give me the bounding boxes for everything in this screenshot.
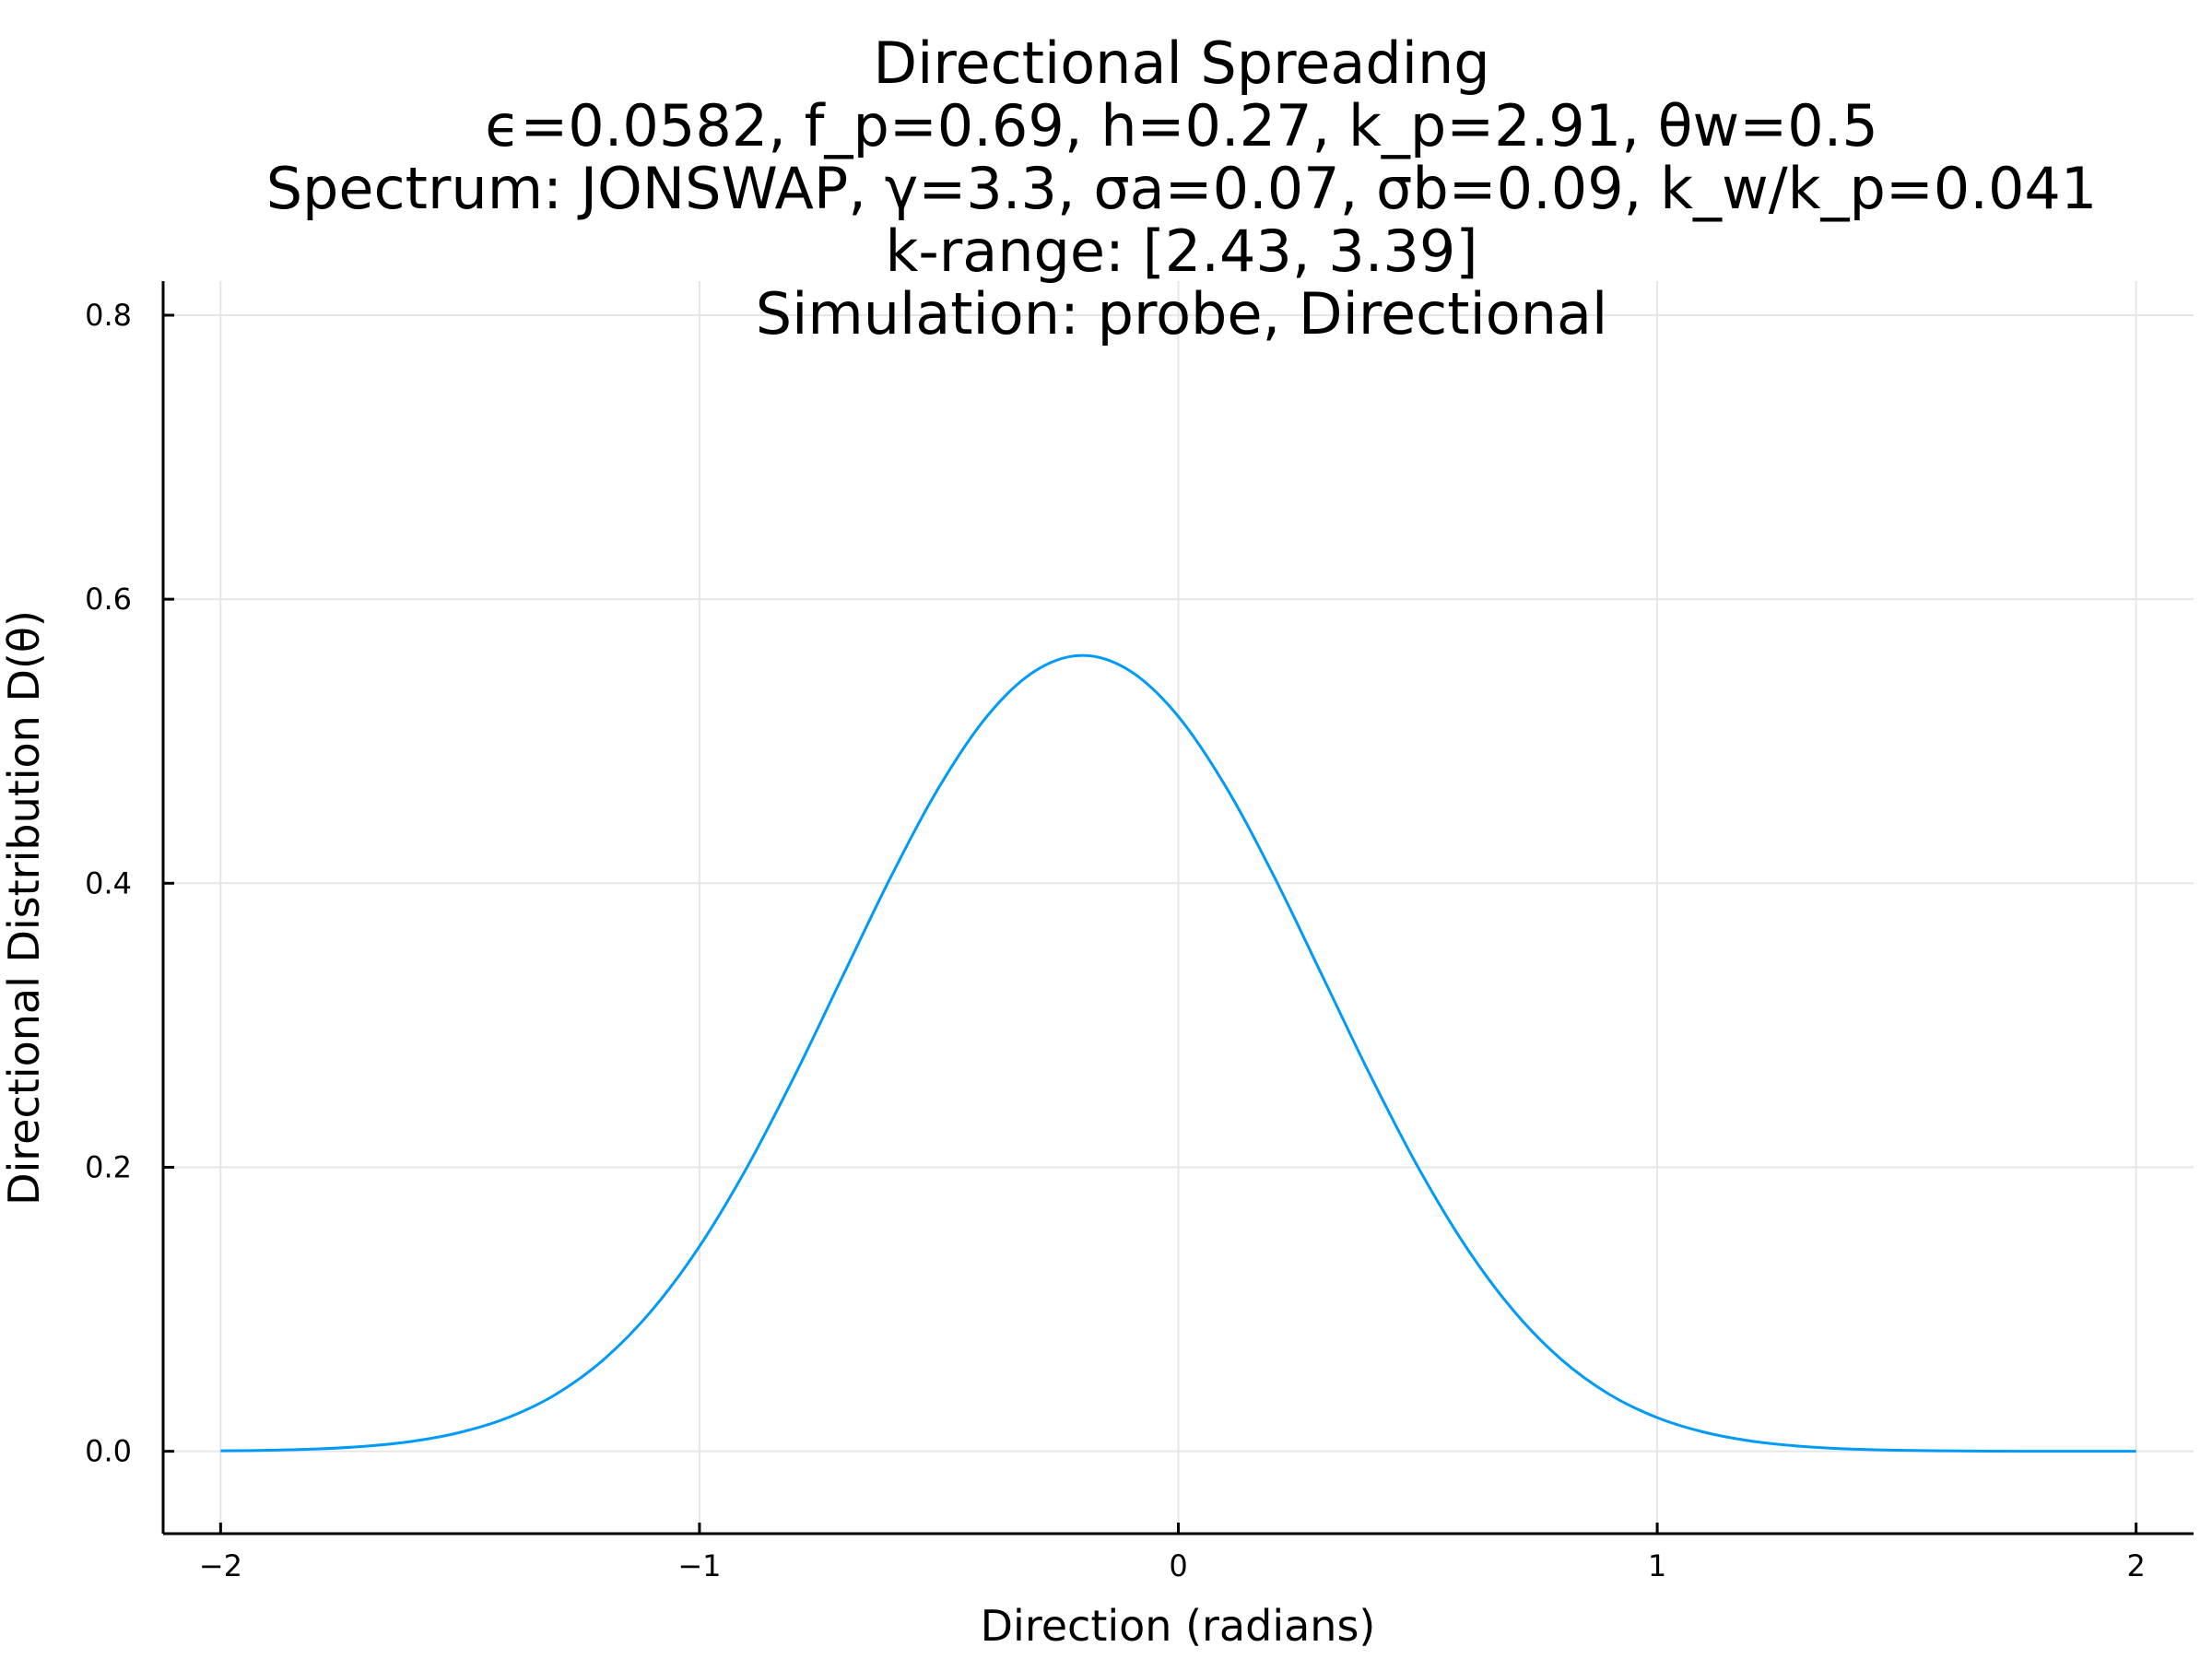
y-tick-label: 0.2 xyxy=(85,1149,132,1184)
series-line xyxy=(220,653,2136,1453)
x-axis-label: Direction (radians) xyxy=(981,1601,1376,1651)
x-tick-label: −1 xyxy=(677,1548,721,1583)
title-line-3: Spectrum: JONSWAP, γ=3.3, σa=0.07, σb=0.… xyxy=(266,155,2098,222)
title-line-2: ϵ=0.0582, f_p=0.69, h=0.27, k_p=2.91, θw… xyxy=(485,92,1878,159)
x-tick-label: −2 xyxy=(199,1548,242,1583)
y-tick-label: 0.4 xyxy=(85,865,132,900)
x-tick-label: 2 xyxy=(2126,1548,2145,1583)
title-line-1: Directional Spreading xyxy=(873,29,1489,97)
y-tick-label: 0.0 xyxy=(85,1434,132,1469)
title-line-5: Simulation: probe, Directional xyxy=(756,280,1608,347)
y-axis-label: Directional Distribution D(θ) xyxy=(0,610,49,1206)
series xyxy=(220,653,2136,1453)
ticks: −2 −1 0 1 2 0.0 0.2 0.4 0.6 0.8 xyxy=(85,298,2146,1583)
x-tick-label: 1 xyxy=(1648,1548,1666,1583)
y-tick-label: 0.6 xyxy=(85,582,132,617)
title-line-4: k-range: [2.43, 3.39] xyxy=(885,218,1477,285)
x-tick-label: 0 xyxy=(1169,1548,1187,1583)
grid xyxy=(163,281,2194,1534)
y-tick-label: 0.8 xyxy=(85,298,132,333)
chart-title: Directional Spreading ϵ=0.0582, f_p=0.69… xyxy=(266,29,2098,347)
